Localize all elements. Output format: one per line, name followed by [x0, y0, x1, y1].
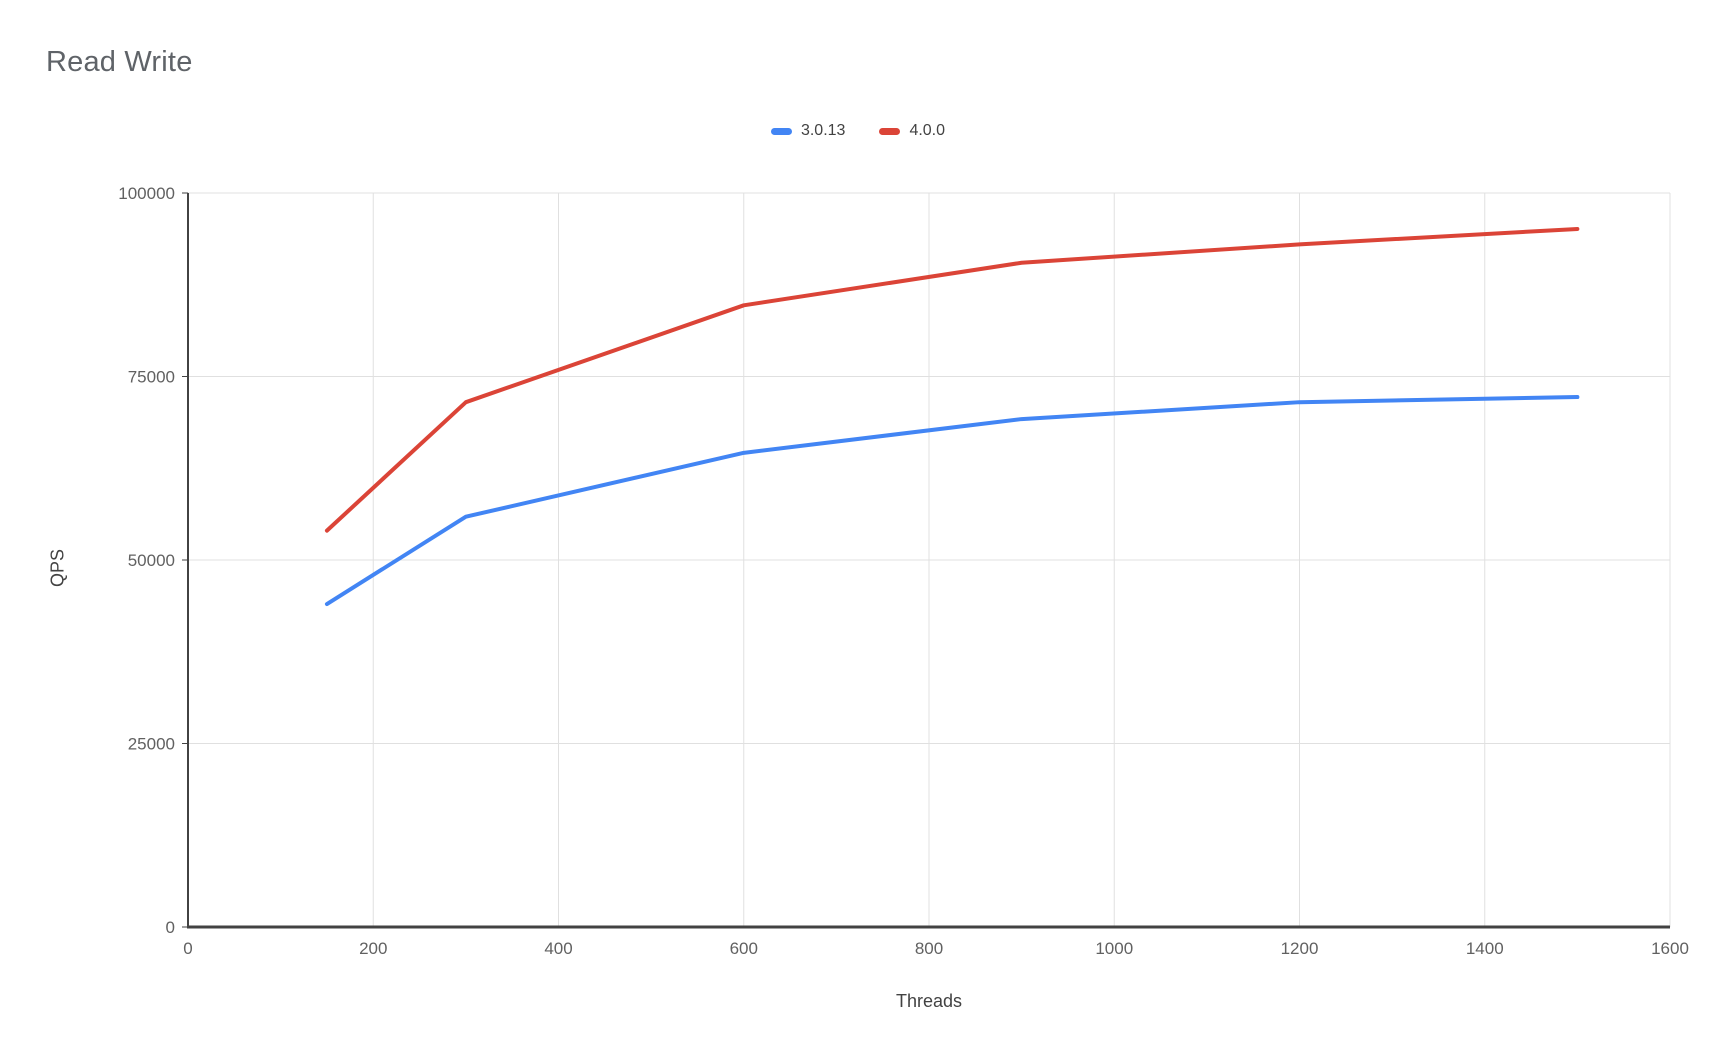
legend-item-400: 4.0.0 — [879, 122, 945, 140]
x-tick-label-1000: 1000 — [1095, 939, 1133, 958]
legend-swatch-blue — [770, 127, 792, 135]
y-axis-title: QPS — [47, 548, 68, 588]
legend-label-3013: 3.0.13 — [800, 122, 846, 139]
x-axis-title: Threads — [895, 991, 963, 1011]
y-tick-label-100000: 100000 — [118, 184, 175, 203]
chart-title: Read Write — [46, 46, 193, 78]
legend: 3.0.13 4.0.0 — [0, 122, 1716, 140]
series-line-4.0.0 — [324, 226, 1580, 533]
legend-swatch-red — [879, 127, 901, 135]
y-tick-label-50000: 50000 — [128, 551, 175, 570]
x-tick-label-200: 200 — [359, 939, 387, 958]
legend-label-400: 4.0.0 — [909, 122, 946, 139]
x-tick-label-1600: 1600 — [1651, 939, 1689, 958]
y-tick-label-0: 0 — [166, 918, 175, 937]
x-tick-label-1400: 1400 — [1466, 939, 1504, 958]
y-tick-label-75000: 75000 — [128, 368, 175, 387]
x-tick-label-0: 0 — [183, 939, 192, 958]
x-tick-label-600: 600 — [730, 939, 758, 958]
legend-item-3013: 3.0.13 — [770, 122, 846, 140]
y-tick-label-25000: 25000 — [128, 735, 175, 754]
x-tick-label-1200: 1200 — [1281, 939, 1319, 958]
x-tick-label-800: 800 — [915, 939, 943, 958]
series-line-3.0.13 — [324, 395, 1580, 607]
x-tick-label-400: 400 — [544, 939, 572, 958]
